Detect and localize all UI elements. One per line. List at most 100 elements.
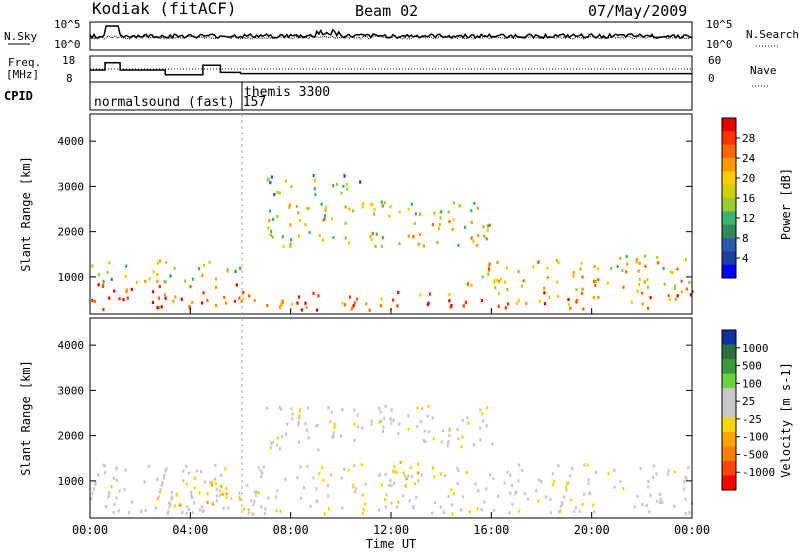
heatmap-cell (571, 467, 574, 471)
heatmap-cell (625, 255, 628, 259)
heatmap-cell (257, 491, 261, 495)
heatmap-cell (361, 511, 364, 515)
heatmap-cell (613, 485, 616, 489)
heatmap-cell (104, 471, 107, 475)
heatmap-cell (437, 227, 441, 231)
heatmap-cell (442, 428, 445, 433)
heatmap-cell (276, 190, 279, 194)
heatmap-cell (506, 470, 509, 474)
heatmap-cell (275, 509, 278, 513)
heatmap-cell (575, 288, 578, 292)
heatmap-cell (515, 490, 518, 494)
heatmap-cell (112, 476, 115, 480)
heatmap-cell (280, 435, 283, 439)
nave-label: Nave (750, 64, 777, 77)
heatmap-cell (384, 473, 387, 477)
heatmap-cell (389, 416, 392, 420)
heatmap-cell (438, 222, 441, 227)
heatmap-cell (315, 499, 318, 503)
heatmap-cell (185, 511, 188, 515)
colorbar-swatch (722, 224, 736, 239)
heatmap-cell (508, 511, 511, 515)
heatmap-cell (257, 466, 260, 470)
colorbar-swatch (722, 144, 736, 159)
heatmap-cell (259, 469, 262, 473)
heatmap-cell (352, 209, 355, 213)
heatmap-cell (148, 277, 151, 281)
heatmap-cell (514, 492, 517, 496)
heatmap-cell (368, 308, 371, 312)
heatmap-cell (440, 210, 443, 214)
heatmap-cell (369, 234, 372, 238)
heatmap-cell (412, 505, 415, 509)
heatmap-cell (328, 507, 331, 511)
heatmap-cell (352, 304, 355, 308)
heatmap-cell (622, 285, 625, 289)
nsearch-tick-top: 10^5 (706, 18, 733, 31)
heatmap-cell (379, 410, 382, 414)
colorbar-tick-label: 16 (742, 192, 755, 205)
heatmap-cell (680, 290, 683, 294)
heatmap-cell (171, 495, 174, 499)
heatmap-cell (479, 438, 482, 442)
heatmap-cell (361, 205, 364, 209)
colorbar-swatch (722, 131, 736, 146)
heatmap-cell (581, 287, 584, 291)
heatmap-cell (163, 474, 166, 478)
heatmap-cell (645, 503, 648, 507)
heatmap-cell (267, 226, 270, 230)
heatmap-cell (520, 469, 524, 473)
heatmap-cell (113, 289, 116, 293)
heatmap-cell (636, 494, 639, 498)
heatmap-cell (157, 495, 160, 499)
heatmap-cell (579, 267, 582, 271)
heatmap-cell (345, 183, 348, 187)
heatmap-cell (267, 496, 270, 500)
heatmap-cell (565, 488, 568, 492)
heatmap-cell (637, 269, 640, 273)
heatmap-cell (331, 217, 334, 221)
heatmap-cell (417, 479, 420, 483)
heatmap-cell (312, 174, 315, 178)
heatmap-cell (685, 287, 688, 291)
colorbar-frame (721, 329, 737, 491)
heatmap-cell (434, 500, 437, 505)
heatmap-cell (477, 489, 480, 493)
heatmap-cell (439, 216, 442, 220)
heatmap-cell (306, 207, 309, 211)
heatmap-cell (333, 422, 336, 426)
heatmap-cell (397, 500, 400, 504)
colorbar-swatch (722, 417, 736, 433)
heatmap-cell (230, 497, 233, 501)
y-tick-label: 3000 (58, 384, 85, 397)
heatmap-cell (202, 509, 206, 513)
x-tick-label: 08:00 (273, 523, 309, 537)
heatmap-cell (361, 493, 364, 497)
colorbar-tick-label: 100 (742, 377, 762, 390)
colorbar-swatch (722, 402, 736, 418)
heatmap-cell (395, 505, 399, 509)
heatmap-cell (220, 484, 223, 488)
heatmap-cell (289, 242, 292, 246)
heatmap-cell (389, 205, 392, 209)
heatmap-cell (173, 266, 176, 270)
heatmap-cell (431, 223, 434, 227)
heatmap-cell (125, 264, 128, 268)
heatmap-cell (481, 275, 484, 279)
heatmap-cell (407, 414, 410, 418)
heatmap-cell (163, 293, 166, 297)
heatmap-cell (225, 487, 228, 491)
heatmap-cell (532, 265, 535, 269)
heatmap-cell (395, 471, 398, 475)
heatmap-cell (420, 473, 423, 477)
heatmap-cell (417, 242, 420, 246)
heatmap-cell (567, 297, 570, 302)
heatmap-cell (433, 211, 436, 215)
heatmap-cell (510, 483, 514, 488)
heatmap-cell (380, 200, 383, 204)
heatmap-cell (587, 481, 590, 485)
heatmap-cell (485, 487, 488, 491)
heatmap-cell (523, 492, 526, 496)
beam-title: Beam 02 (355, 2, 418, 20)
heatmap-cell (646, 285, 649, 289)
